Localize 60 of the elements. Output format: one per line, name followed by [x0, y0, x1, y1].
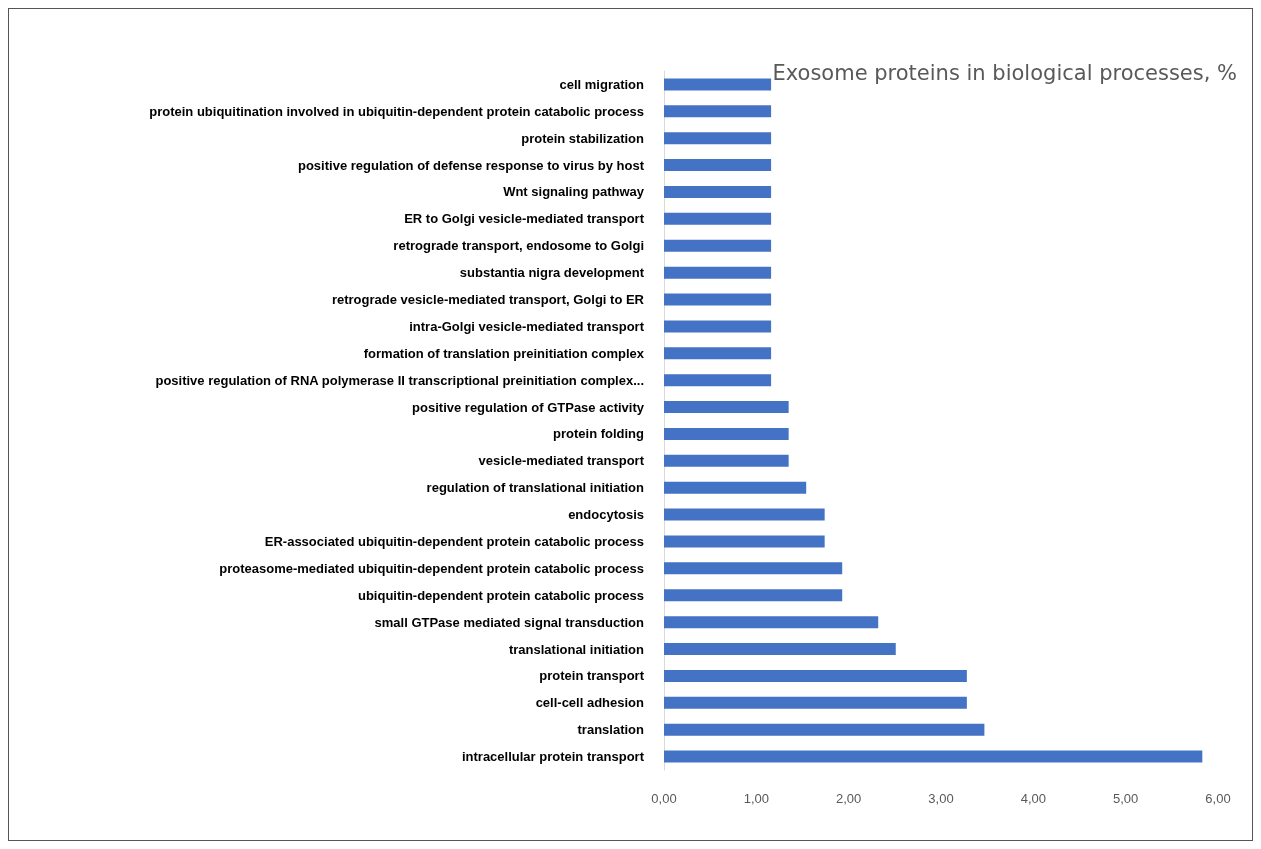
y-tick-label: ER-associated ubiquitin-dependent protein catabolic process	[264, 533, 644, 549]
bar	[664, 696, 967, 709]
y-tick-label: regulation of translational initiation	[426, 480, 645, 496]
y-tick-label: intracellular protein transport	[461, 749, 645, 765]
bar	[664, 616, 879, 629]
bar	[664, 293, 772, 306]
x-tick-label: 6,00	[1205, 791, 1231, 806]
y-tick-label: Wnt signaling pathway	[503, 184, 645, 200]
y-tick-label: ER to Golgi vesicle-mediated transport	[404, 211, 645, 227]
bar	[664, 105, 772, 118]
y-tick-label: proteasome-mediated ubiquitin-dependent protein catabolic process	[219, 560, 644, 576]
bar	[664, 535, 825, 548]
bar	[664, 78, 772, 91]
y-tick-label: intra-Golgi vesicle-mediated transport	[409, 318, 645, 334]
y-tick-label: protein folding	[553, 426, 645, 442]
bar	[664, 669, 967, 682]
bar	[664, 347, 772, 360]
y-tick-label: protein ubiquitination involved in ubiquitin-dependent protein catabolic process	[149, 103, 644, 119]
bar	[664, 427, 789, 440]
bar	[664, 562, 843, 575]
bar	[664, 132, 772, 145]
y-tick-label: ubiquitin-dependent protein catabolic process	[357, 587, 644, 603]
bar	[664, 401, 789, 414]
y-tick-label: vesicle-mediated transport	[478, 453, 645, 469]
x-tick-label: 0,00	[651, 791, 677, 806]
y-tick-label: positive regulation of RNA polymerase II transcriptional preinitiation complex...	[155, 372, 644, 388]
bar	[664, 320, 772, 333]
bar	[664, 159, 772, 172]
x-tick-label: 1,00	[743, 791, 769, 806]
y-tick-label: formation of translation preinitiation complex	[363, 345, 645, 361]
bar	[664, 481, 807, 494]
bar	[664, 185, 772, 198]
bar	[664, 750, 1203, 763]
y-tick-label: retrograde transport, endosome to Golgi	[393, 238, 644, 254]
y-tick-label: small GTPase mediated signal transduction	[374, 614, 645, 630]
bar	[664, 266, 772, 279]
y-tick-label: substantia nigra development	[459, 265, 645, 281]
y-tick-label: cell-cell adhesion	[535, 695, 645, 711]
bar	[664, 723, 985, 736]
x-tick-label: 2,00	[836, 791, 862, 806]
bar	[664, 454, 789, 467]
bar	[664, 239, 772, 252]
bar	[664, 589, 843, 602]
y-tick-label: protein stabilization	[521, 130, 645, 146]
y-tick-label: positive regulation of defense response to virus by host	[297, 157, 645, 173]
y-tick-label: protein transport	[539, 668, 645, 684]
y-tick-label: retrograde vesicle-mediated transport, Golgi to ER	[331, 292, 645, 308]
y-tick-label: translational initiation	[508, 641, 645, 657]
y-tick-label: positive regulation of GTPase activity	[412, 399, 645, 415]
bar	[664, 508, 825, 521]
bar	[664, 212, 772, 225]
y-tick-label: endocytosis	[568, 507, 644, 523]
chart-title: Exosome proteins in biological processes, %	[772, 60, 1238, 85]
y-tick-label: translation	[577, 722, 645, 738]
bar	[664, 374, 772, 387]
bar	[664, 643, 896, 656]
x-tick-label: 5,00	[1113, 791, 1139, 806]
x-tick-label: 4,00	[1020, 791, 1046, 806]
y-tick-label: cell migration	[559, 76, 645, 92]
x-tick-label: 3,00	[928, 791, 954, 806]
